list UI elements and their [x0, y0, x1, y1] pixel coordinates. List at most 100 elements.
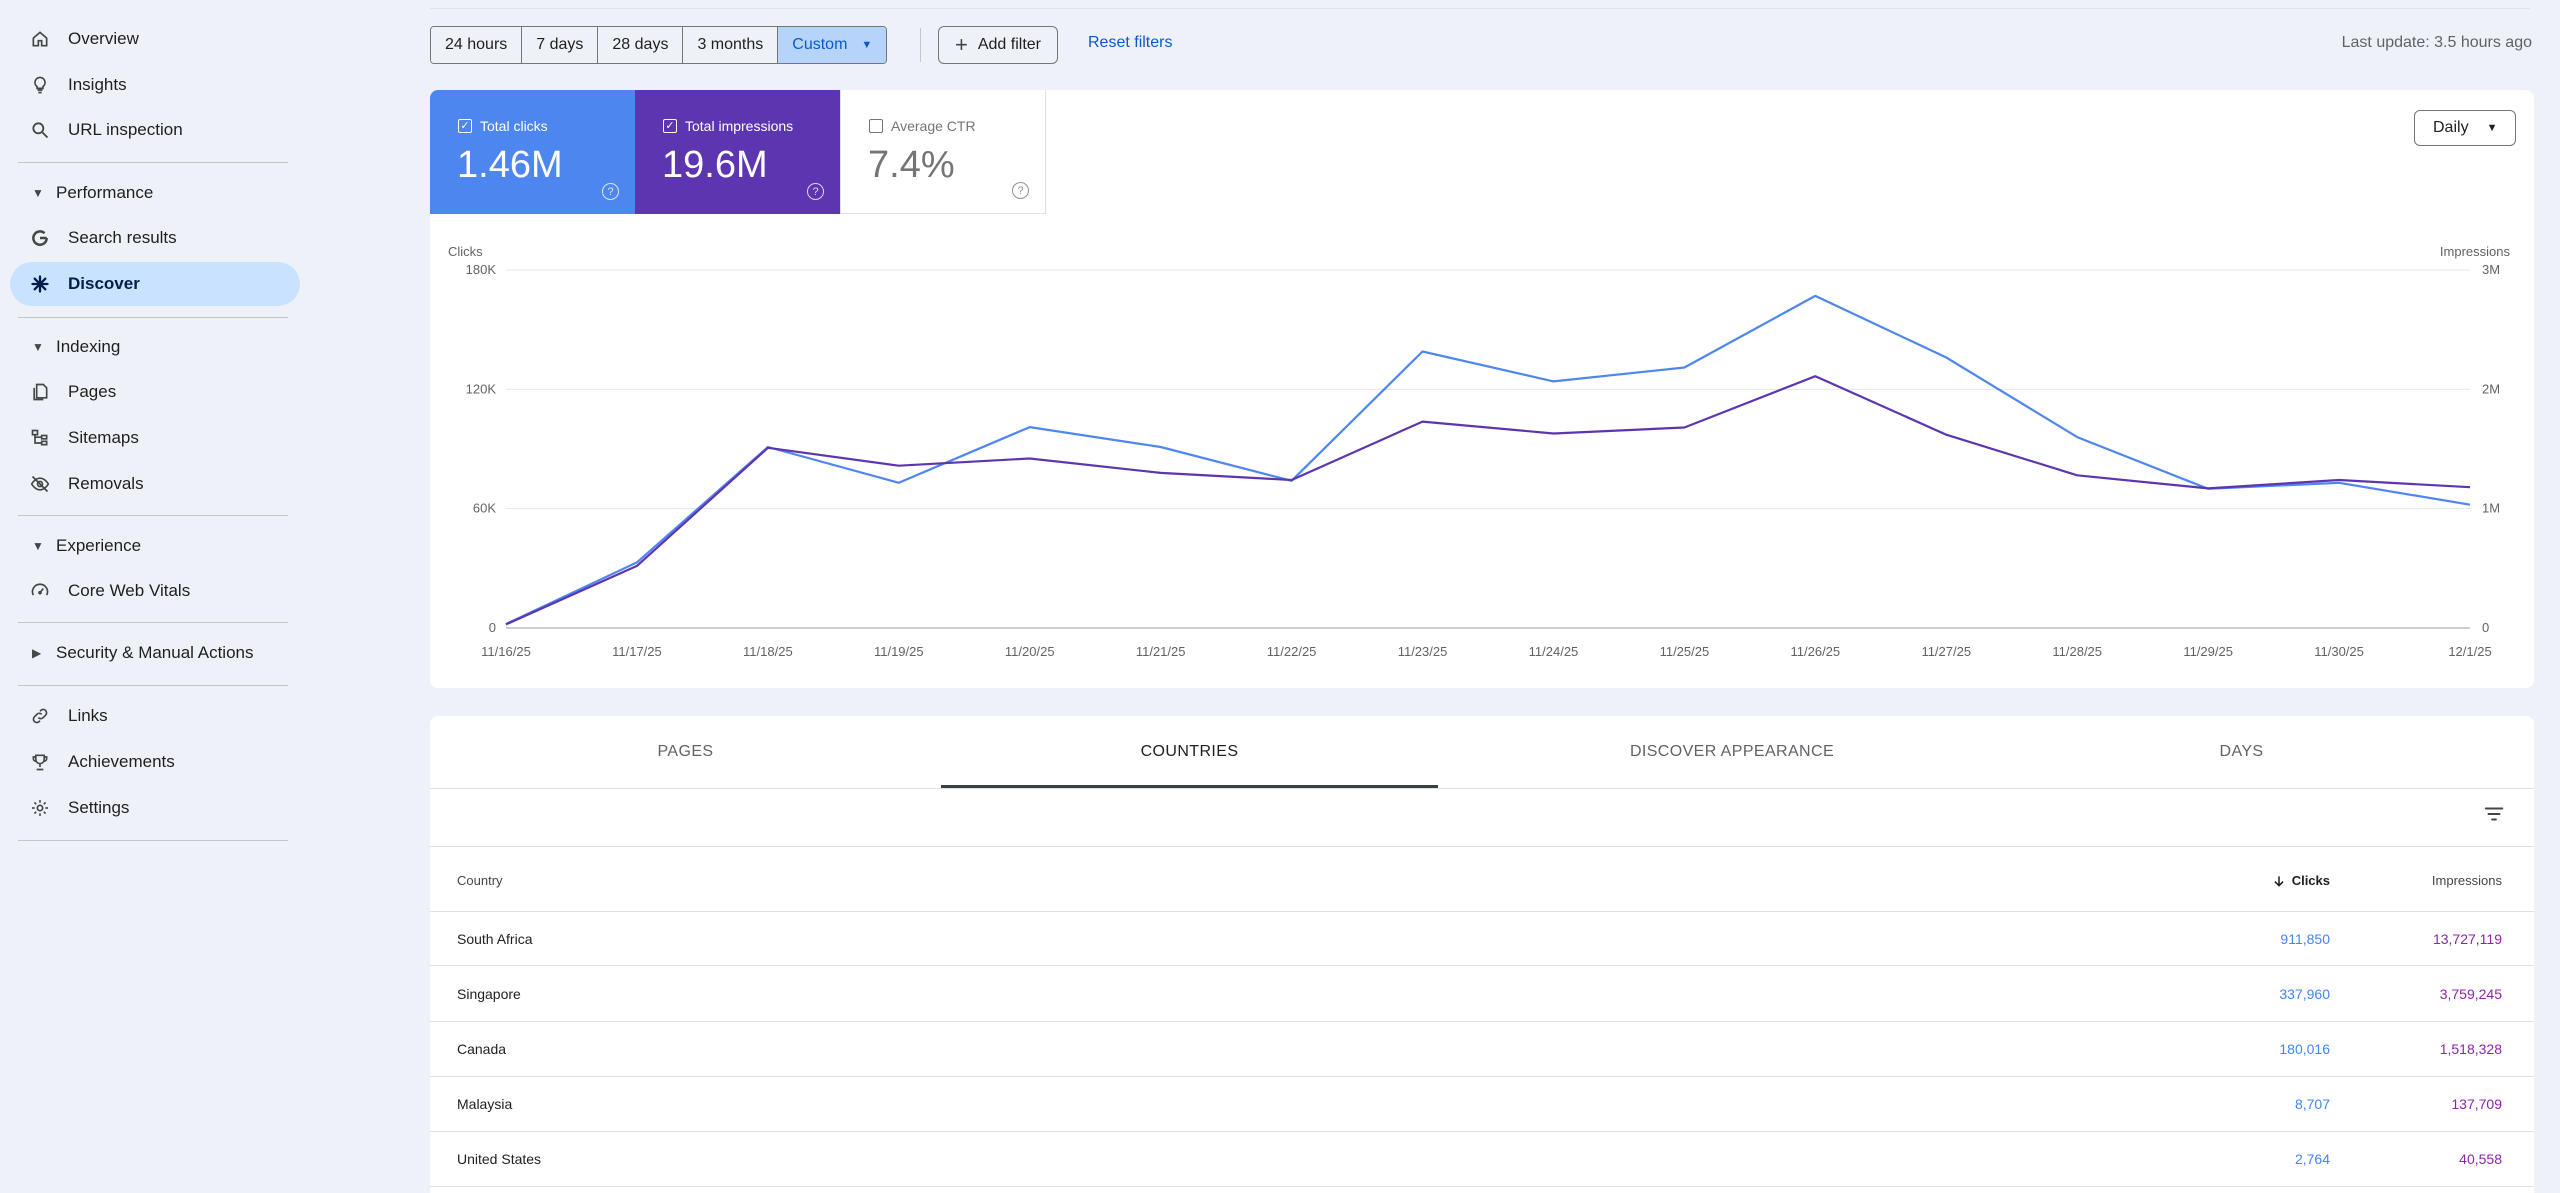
sidebar-item-overview[interactable]: Overview — [10, 17, 300, 61]
table-row[interactable]: United States 2,764 40,558 — [430, 1132, 2534, 1187]
section-performance[interactable]: ▼ Performance — [10, 173, 300, 213]
search-icon — [30, 120, 50, 140]
plus-icon: + — [955, 32, 968, 57]
help-icon[interactable]: ? — [1012, 182, 1029, 199]
sidebar-item-label: Sitemaps — [68, 428, 139, 447]
cell-clicks: 180,016 — [2279, 1041, 2330, 1057]
sidebar-item-discover[interactable]: Discover — [10, 262, 300, 306]
divider — [18, 840, 288, 841]
sidebar-item-sitemaps[interactable]: Sitemaps — [10, 416, 300, 460]
range-custom[interactable]: Custom ▼ — [778, 27, 887, 63]
x-tick-label: 11/18/25 — [743, 644, 793, 659]
y-left-tick-label: 120K — [466, 381, 497, 396]
metric-total-impressions[interactable]: ✓ Total impressions 19.6M ? — [635, 90, 840, 214]
x-tick-label: 11/26/25 — [1791, 644, 1841, 659]
caret-down-icon: ▼ — [32, 539, 44, 553]
section-security[interactable]: ▶ Security & Manual Actions — [10, 633, 300, 673]
reset-filters-link[interactable]: Reset filters — [1088, 34, 1173, 51]
section-indexing[interactable]: ▼ Indexing — [10, 327, 300, 367]
tab-pages[interactable]: PAGES — [430, 716, 941, 788]
sidebar-item-label: Search results — [68, 228, 177, 247]
cell-impressions: 1,518,328 — [2439, 1041, 2502, 1057]
help-icon[interactable]: ? — [602, 183, 619, 200]
sidebar-item-pages[interactable]: Pages — [10, 370, 300, 414]
column-header-label: Clicks — [2291, 873, 2330, 888]
date-range-selector: 24 hours 7 days 28 days 3 months Custom ▼ — [430, 26, 888, 64]
section-label: Performance — [56, 183, 154, 202]
range-24-hours[interactable]: 24 hours — [431, 27, 523, 63]
cell-clicks: 2,764 — [2294, 1151, 2330, 1167]
series-line-total-impressions — [505, 375, 2471, 626]
tab-days[interactable]: DAYS — [2026, 716, 2457, 788]
metric-average-ctr[interactable]: Average CTR 7.4% ? — [840, 90, 1046, 214]
divider — [18, 515, 288, 516]
filter-rows-icon[interactable] — [2480, 800, 2508, 828]
sidebar-item-label: Achievements — [68, 752, 175, 771]
y-right-tick-label: 0 — [2482, 620, 2489, 635]
cell-impressions: 13,727,119 — [2432, 931, 2502, 947]
filter-divider — [430, 846, 2534, 847]
metric-total-clicks[interactable]: ✓ Total clicks 1.46M ? — [430, 90, 635, 214]
range-28-days[interactable]: 28 days — [598, 27, 684, 63]
table-row[interactable]: Canada 180,016 1,518,328 — [430, 1022, 2534, 1077]
granularity-value: Daily — [2433, 119, 2469, 136]
tab-discover-appearance[interactable]: DISCOVER APPEARANCE — [1438, 716, 2026, 788]
caret-down-icon: ▼ — [32, 340, 44, 354]
column-header-impressions[interactable]: Impressions — [2431, 873, 2502, 888]
checkbox-checked-icon[interactable]: ✓ — [458, 119, 472, 133]
table-row[interactable]: South Africa 911,850 13,727,119 — [430, 911, 2534, 966]
add-filter-label: Add filter — [977, 36, 1041, 53]
tabs-divider — [430, 788, 2534, 789]
divider — [18, 685, 288, 686]
lightbulb-icon — [30, 75, 50, 95]
range-7-days[interactable]: 7 days — [522, 27, 599, 63]
granularity-select[interactable]: Daily ▼ — [2414, 110, 2516, 146]
cell-clicks: 911,850 — [2280, 931, 2330, 947]
sidebar-item-settings[interactable]: Settings — [10, 786, 300, 830]
table-row[interactable]: Singapore 337,960 3,759,245 — [430, 967, 2534, 1022]
sidebar-item-core-web-vitals[interactable]: Core Web Vitals — [10, 569, 300, 613]
x-tick-label: 11/19/25 — [874, 644, 924, 659]
add-filter-button[interactable]: + Add filter — [938, 26, 1058, 64]
y-axis-left-label: Clicks — [448, 244, 483, 259]
checkbox-checked-icon[interactable]: ✓ — [663, 119, 677, 133]
trophy-icon — [30, 752, 50, 772]
y-left-tick-label: 60K — [473, 501, 496, 516]
table-row[interactable]: Malaysia 8,707 137,709 — [430, 1077, 2534, 1132]
x-tick-label: 11/17/25 — [612, 644, 662, 659]
sidebar-item-removals[interactable]: Removals — [10, 462, 300, 506]
x-tick-label: 11/22/25 — [1267, 644, 1317, 659]
cell-country: United States — [457, 1151, 542, 1167]
sidebar-item-links[interactable]: Links — [10, 694, 300, 738]
section-experience[interactable]: ▼ Experience — [10, 526, 300, 566]
range-label: 24 hours — [445, 36, 508, 53]
divider — [18, 317, 288, 318]
metric-value: 19.6M — [662, 144, 768, 186]
header-divider — [430, 8, 2530, 9]
sidebar-item-url-inspection[interactable]: URL inspection — [10, 108, 300, 152]
sidebar-item-label: URL inspection — [68, 120, 183, 139]
sidebar-item-label: Settings — [68, 798, 130, 817]
metric-value: 7.4% — [868, 144, 955, 186]
column-header-country[interactable]: Country — [457, 873, 503, 888]
y-right-tick-label: 1M — [2482, 501, 2500, 516]
sidebar-item-achievements[interactable]: Achievements — [10, 740, 300, 784]
last-update-text: Last update: 3.5 hours ago — [2341, 34, 2532, 51]
column-header-clicks[interactable]: Clicks — [2272, 873, 2330, 888]
x-tick-label: 11/27/25 — [1921, 644, 1971, 659]
tab-label: DAYS — [2219, 743, 2264, 760]
help-icon[interactable]: ? — [807, 183, 824, 200]
y-right-tick-label: 2M — [2482, 381, 2500, 396]
y-left-tick-label: 0 — [489, 620, 496, 635]
sidebar-item-insights[interactable]: Insights — [10, 63, 300, 107]
y-right-tick-label: 3M — [2482, 262, 2500, 277]
checkbox-unchecked-icon[interactable] — [869, 119, 883, 133]
sidebar-item-label: Removals — [68, 474, 144, 493]
range-3-months[interactable]: 3 months — [683, 27, 779, 63]
section-label: Security & Manual Actions — [56, 643, 254, 662]
x-tick-label: 11/25/25 — [1660, 644, 1710, 659]
caret-right-icon: ▶ — [32, 646, 42, 660]
eye-off-icon — [30, 474, 50, 494]
tab-countries[interactable]: COUNTRIES — [941, 716, 1438, 788]
sidebar-item-search-results[interactable]: Search results — [10, 216, 300, 260]
